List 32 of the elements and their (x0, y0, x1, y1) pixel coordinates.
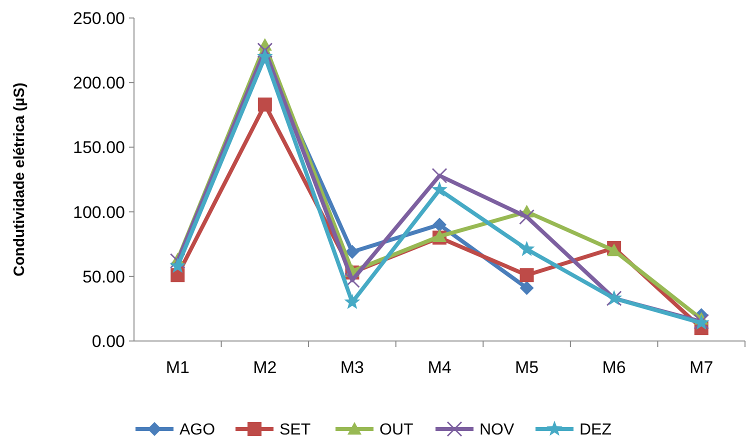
x-tick-label: M4 (428, 358, 452, 377)
y-tick-label: 100.00 (73, 202, 125, 222)
point (170, 258, 186, 273)
point (520, 281, 534, 296)
legend-label: DEZ (580, 422, 612, 439)
point (432, 229, 446, 242)
x-tick-label: M6 (602, 358, 626, 377)
legend-label: NOV (480, 422, 514, 439)
point (345, 244, 360, 259)
y-tick-label: 150.00 (73, 138, 125, 158)
legend-label: AGO (180, 422, 216, 439)
x-tick-label: M1 (166, 358, 190, 377)
legend-label: OUT (380, 422, 414, 439)
x-tick-label: M5 (514, 358, 539, 377)
legend-label: SET (280, 422, 311, 439)
y-tick-label: 250.00 (73, 8, 125, 28)
x-tick-label: M2 (253, 358, 277, 377)
x-tick-label: M3 (340, 358, 364, 377)
y-tick-label: 50.00 (82, 267, 125, 286)
point (519, 209, 535, 225)
point (258, 98, 272, 112)
point (432, 181, 448, 197)
y-tick-label: 0.00 (92, 332, 125, 351)
y-tick-label: 200.00 (73, 74, 125, 93)
point (520, 268, 534, 282)
x-tick-label: M7 (690, 358, 714, 377)
point (432, 168, 448, 184)
point (432, 218, 446, 232)
point (257, 42, 273, 58)
point (344, 294, 360, 310)
point (518, 240, 535, 256)
y-axis-title: Condutividade elétrica (µS) (11, 82, 28, 276)
